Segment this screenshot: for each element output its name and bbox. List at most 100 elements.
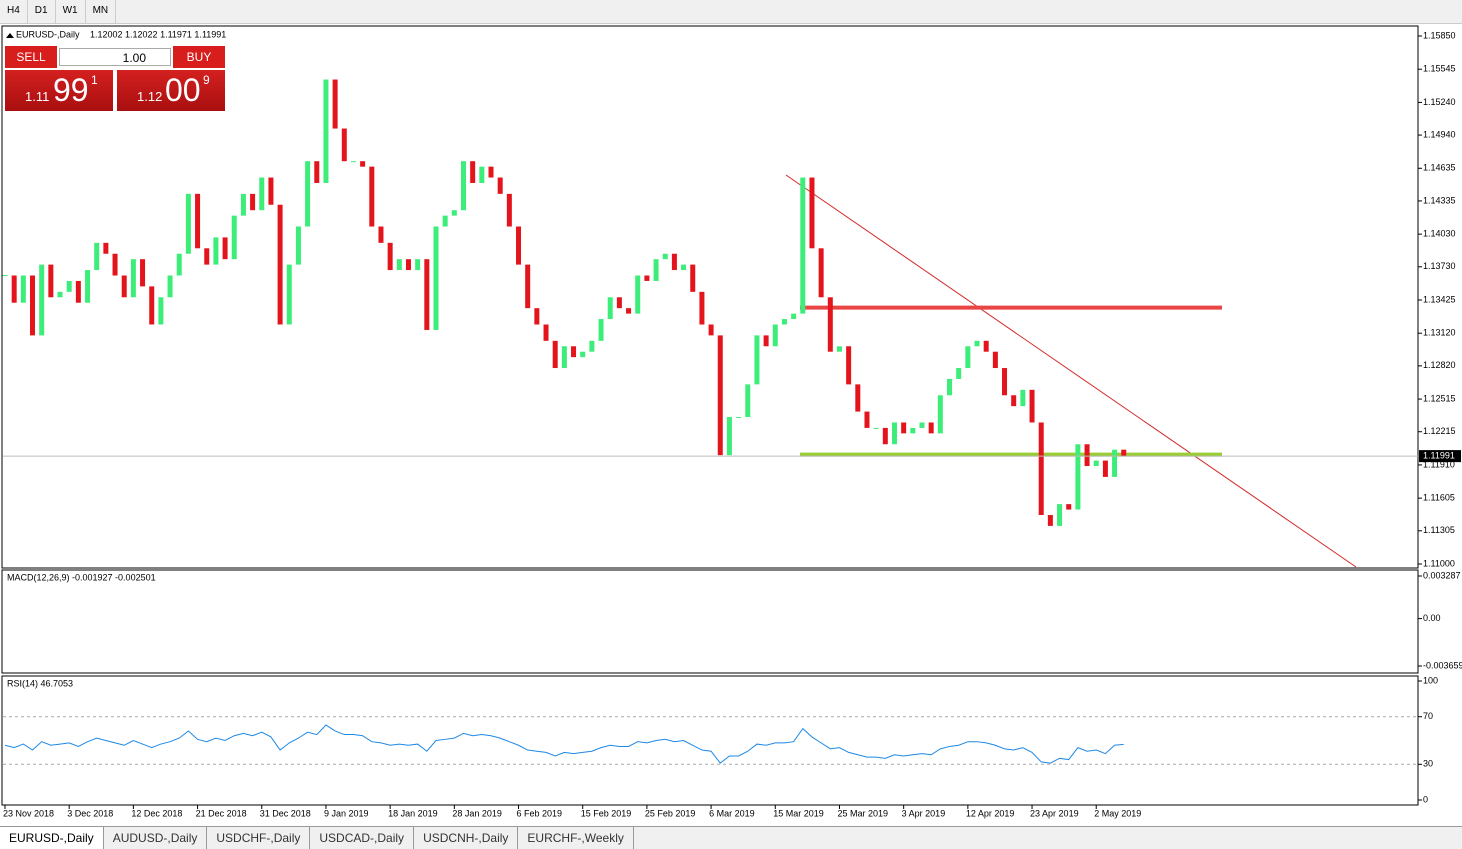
candle <box>827 297 833 352</box>
candle <box>396 259 402 271</box>
candle <box>195 193 201 249</box>
x-tick-label: 12 Apr 2019 <box>966 808 1015 818</box>
candle <box>433 226 439 330</box>
candle <box>158 297 164 325</box>
chart-tab[interactable]: USDCAD-,Daily <box>310 827 415 849</box>
candle <box>240 193 246 216</box>
y-tick-label: 0 <box>1423 794 1428 804</box>
symbol: EURUSD-,Daily <box>16 29 80 39</box>
candle <box>85 270 91 303</box>
candle <box>598 319 604 341</box>
y-tick-label: 0.003287 <box>1423 570 1461 580</box>
x-tick-label: 23 Apr 2019 <box>1030 808 1079 818</box>
candle <box>1057 504 1063 526</box>
volume-input[interactable]: 1.00 <box>59 48 171 66</box>
candle <box>48 264 54 298</box>
candle <box>341 128 347 162</box>
candle <box>1075 444 1081 510</box>
candle <box>937 395 943 434</box>
candle <box>1020 389 1026 407</box>
timeframe-button[interactable]: MN <box>86 0 117 23</box>
candle <box>818 248 824 298</box>
candle <box>1066 504 1072 510</box>
chart-tab[interactable]: EURCHF-,Weekly <box>518 827 634 849</box>
candle <box>451 210 457 216</box>
candle <box>745 384 751 418</box>
candle <box>295 226 301 265</box>
candle <box>891 422 897 445</box>
rsi-line <box>4 724 1124 764</box>
candle <box>222 237 228 260</box>
candle <box>121 275 127 298</box>
candle <box>305 161 311 227</box>
candle <box>919 422 925 428</box>
bid-price[interactable]: 1.11 99 1 <box>5 70 113 111</box>
chart-tab[interactable]: USDCNH-,Daily <box>414 827 519 849</box>
candle <box>552 340 558 369</box>
candle <box>1011 395 1017 407</box>
timeframe-toolbar: H4 D1 W1 MN <box>0 0 1462 24</box>
y-tick-label: 1.15240 <box>1423 97 1456 107</box>
candle <box>607 297 613 320</box>
candle <box>323 79 329 183</box>
candle <box>1038 422 1044 516</box>
bid-big: 1.11 <box>25 89 50 104</box>
last-price-label: 1.11991 <box>1423 450 1455 460</box>
candle <box>662 253 668 260</box>
candle <box>965 346 971 369</box>
candle <box>699 291 705 325</box>
candle <box>873 427 879 429</box>
last-price-box <box>1419 450 1461 463</box>
x-tick-label: 21 Dec 2018 <box>196 808 247 818</box>
y-tick-label: 1.14635 <box>1423 163 1456 173</box>
candle <box>250 193 256 211</box>
y-tick-label: 1.12820 <box>1423 360 1456 370</box>
timeframe-button[interactable]: D1 <box>28 0 56 23</box>
candle <box>580 351 586 358</box>
candle <box>1093 460 1099 467</box>
candle <box>561 346 567 369</box>
candle <box>167 275 173 298</box>
x-tick-label: 31 Dec 2018 <box>260 808 311 818</box>
chart-tab[interactable]: AUDUSD-,Daily <box>104 827 208 849</box>
chart-tab[interactable]: EURUSD-,Daily <box>0 827 104 849</box>
candle <box>1102 460 1108 477</box>
candle <box>20 275 26 303</box>
candle <box>864 411 870 428</box>
candle <box>488 166 494 178</box>
y-tick-label: 1.12515 <box>1423 393 1456 403</box>
candle <box>185 193 191 254</box>
x-tick-label: 25 Feb 2019 <box>645 808 696 818</box>
timeframe-button[interactable]: H4 <box>0 0 28 23</box>
candle <box>708 324 714 336</box>
candle <box>497 177 503 194</box>
timeframe-button[interactable]: W1 <box>56 0 86 23</box>
candle <box>350 161 356 163</box>
candle <box>405 259 411 271</box>
candle <box>140 259 146 287</box>
candle <box>992 351 998 369</box>
macd-title: MACD(12,26,9) -0.001927 -0.002501 <box>7 572 156 582</box>
candle <box>956 368 962 379</box>
candle <box>1112 449 1118 477</box>
rsi-panel <box>1 675 1419 806</box>
x-tick-label: 15 Mar 2019 <box>773 808 824 818</box>
candle <box>387 242 393 271</box>
candle <box>415 259 421 271</box>
ask-price[interactable]: 1.12 00 9 <box>117 70 225 111</box>
candle <box>268 177 274 205</box>
chart-tab[interactable]: USDCHF-,Daily <box>207 827 311 849</box>
candle <box>75 280 81 303</box>
chart-tabs: EURUSD-,Daily AUDUSD-,Daily USDCHF-,Daily U… <box>0 826 1462 849</box>
x-tick-label: 25 Mar 2019 <box>837 808 888 818</box>
y-tick-label: 70 <box>1423 711 1433 721</box>
buy-button[interactable]: BUY <box>173 46 225 68</box>
candle <box>39 264 45 336</box>
candle <box>644 275 650 281</box>
sell-button[interactable]: SELL <box>5 46 57 68</box>
candle <box>57 291 63 298</box>
candle <box>846 346 852 385</box>
x-tick-label: 2 May 2019 <box>1094 808 1141 818</box>
rsi-title: RSI(14) 46.7053 <box>7 678 73 688</box>
